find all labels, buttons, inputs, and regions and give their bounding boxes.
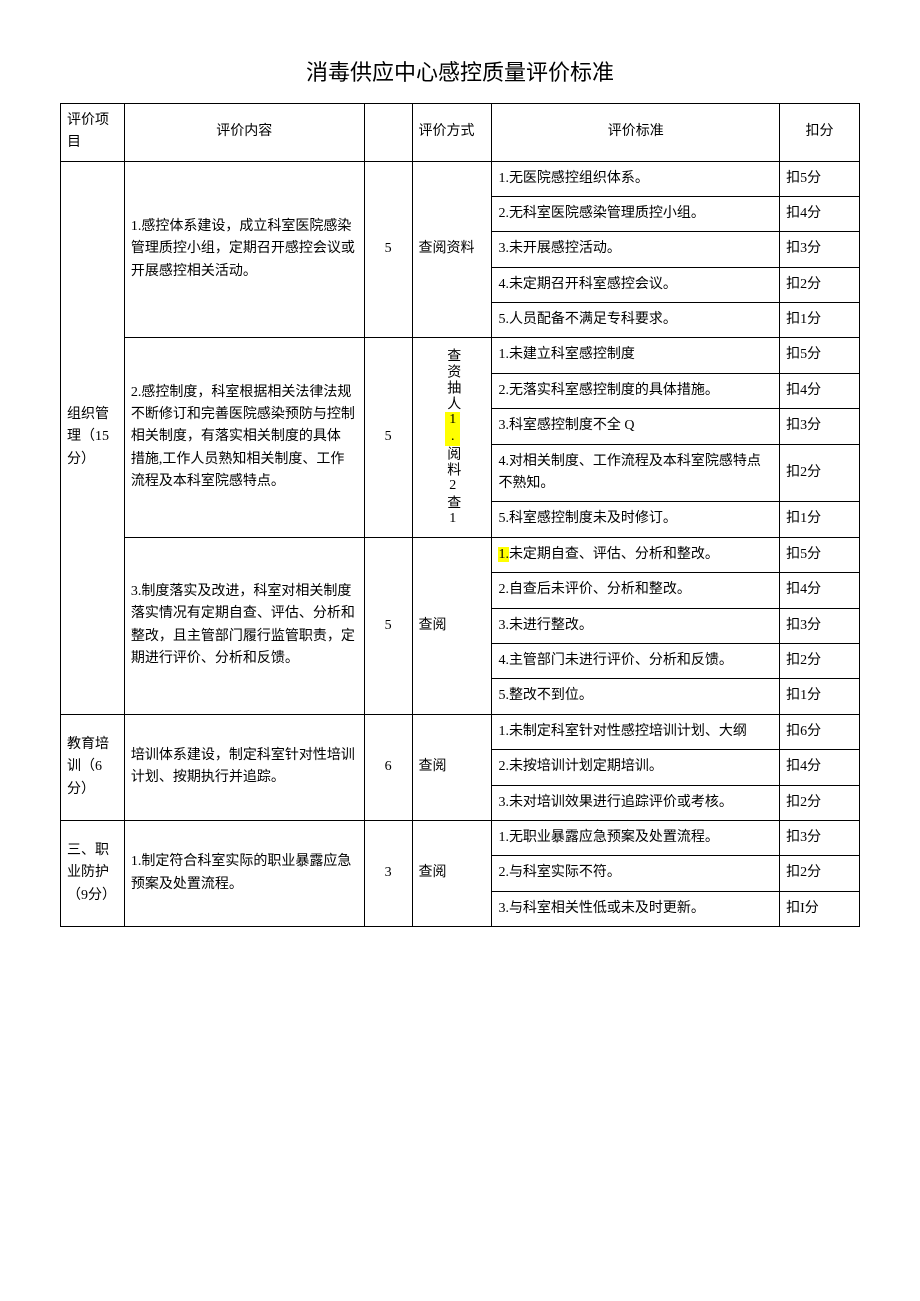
category-cell: 教育培训（6分） (61, 714, 125, 820)
deduction-cell: 扣3分 (780, 820, 860, 855)
standard-cell: 1.无职业暴露应急预案及处置流程。 (492, 820, 780, 855)
standard-cell: 3.与科室相关性低或未及时更新。 (492, 891, 780, 926)
deduction-cell: 扣4分 (780, 373, 860, 408)
content-cell: 2.感控制度，科室根据相关法律法规不断修订和完善医院感染预防与控制相关制度，有落… (124, 338, 364, 537)
table-row: 2.感控制度，科室根据相关法律法规不断修订和完善医院感染预防与控制相关制度，有落… (61, 338, 860, 373)
table-row: 3.制度落实及改进，科室对相关制度落实情况有定期自查、评估、分析和整改，且主管部… (61, 537, 860, 572)
deduction-cell: 扣5分 (780, 161, 860, 196)
table-header-row: 评价项目 评价内容 评价方式 评价标准 扣分 (61, 103, 860, 161)
evaluation-table: 评价项目 评价内容 评价方式 评价标准 扣分 组织管理（15分）1.感控体系建设… (60, 103, 860, 927)
standard-cell: 4.未定期召开科室感控会议。 (492, 267, 780, 302)
deduction-cell: 扣2分 (780, 856, 860, 891)
deduction-cell: 扣3分 (780, 232, 860, 267)
deduction-cell: 扣2分 (780, 643, 860, 678)
header-category: 评价项目 (61, 103, 125, 161)
header-points (364, 103, 412, 161)
standard-cell: 4.对相关制度、工作流程及本科室院感特点不熟知。 (492, 444, 780, 502)
standard-cell: 3.未进行整改。 (492, 608, 780, 643)
deduction-cell: 扣6分 (780, 714, 860, 749)
header-content: 评价内容 (124, 103, 364, 161)
standard-cell: 2.未按培训计划定期培训。 (492, 750, 780, 785)
deduction-cell: 扣5分 (780, 338, 860, 373)
header-standard: 评价标准 (492, 103, 780, 161)
method-cell: 查阅 (412, 714, 492, 820)
points-cell: 5 (364, 338, 412, 537)
points-cell: 5 (364, 537, 412, 714)
standard-cell: 4.主管部门未进行评价、分析和反馈。 (492, 643, 780, 678)
standard-cell: 2.与科室实际不符。 (492, 856, 780, 891)
deduction-cell: 扣2分 (780, 267, 860, 302)
standard-cell: 2.自查后未评价、分析和整改。 (492, 573, 780, 608)
category-cell: 组织管理（15分） (61, 161, 125, 714)
deduction-cell: 扣1分 (780, 502, 860, 537)
points-cell: 3 (364, 820, 412, 926)
standard-cell: 1.未建立科室感控制度 (492, 338, 780, 373)
header-method: 评价方式 (412, 103, 492, 161)
standard-cell: 5.整改不到位。 (492, 679, 780, 714)
deduction-cell: 扣4分 (780, 573, 860, 608)
category-cell: 三、职业防护（9分） (61, 820, 125, 926)
standard-cell: 3.科室感控制度不全 Q (492, 409, 780, 444)
deduction-cell: 扣2分 (780, 444, 860, 502)
deduction-cell: 扣1分 (780, 679, 860, 714)
deduction-cell: 扣1分 (780, 303, 860, 338)
content-cell: 1.制定符合科室实际的职业暴露应急预案及处置流程。 (124, 820, 364, 926)
standard-cell: 3.未开展感控活动。 (492, 232, 780, 267)
deduction-cell: 扣5分 (780, 537, 860, 572)
method-cell: 查阅资料 (412, 161, 492, 338)
standard-cell: 5.人员配备不满足专科要求。 (492, 303, 780, 338)
deduction-cell: 扣I分 (780, 891, 860, 926)
content-cell: 3.制度落实及改进，科室对相关制度落实情况有定期自查、评估、分析和整改，且主管部… (124, 537, 364, 714)
method-cell: 查资抽人1.阅料2查1 (412, 338, 492, 537)
standard-cell: 1.未制定科室针对性感控培训计划、大纲 (492, 714, 780, 749)
table-row: 三、职业防护（9分）1.制定符合科室实际的职业暴露应急预案及处置流程。3查阅1.… (61, 820, 860, 855)
points-cell: 5 (364, 161, 412, 338)
deduction-cell: 扣2分 (780, 785, 860, 820)
table-row: 组织管理（15分）1.感控体系建设，成立科室医院感染管理质控小组，定期召开感控会… (61, 161, 860, 196)
standard-cell: 3.未对培训效果进行追踪评价或考核。 (492, 785, 780, 820)
deduction-cell: 扣3分 (780, 409, 860, 444)
table-row: 教育培训（6分）培训体系建设，制定科室针对性培训计划、按期执行并追踪。6查阅1.… (61, 714, 860, 749)
header-deduction: 扣分 (780, 103, 860, 161)
standard-cell: 1.未定期自查、评估、分析和整改。 (492, 537, 780, 572)
method-cell: 查阅 (412, 537, 492, 714)
page-title: 消毒供应中心感控质量评价标准 (60, 55, 860, 87)
standard-cell: 2.无科室医院感染管理质控小组。 (492, 196, 780, 231)
deduction-cell: 扣4分 (780, 750, 860, 785)
standard-cell: 5.科室感控制度未及时修订。 (492, 502, 780, 537)
deduction-cell: 扣4分 (780, 196, 860, 231)
standard-cell: 2.无落实科室感控制度的具体措施。 (492, 373, 780, 408)
content-cell: 1.感控体系建设，成立科室医院感染管理质控小组，定期召开感控会议或开展感控相关活… (124, 161, 364, 338)
points-cell: 6 (364, 714, 412, 820)
method-cell: 查阅 (412, 820, 492, 926)
deduction-cell: 扣3分 (780, 608, 860, 643)
standard-cell: 1.无医院感控组织体系。 (492, 161, 780, 196)
content-cell: 培训体系建设，制定科室针对性培训计划、按期执行并追踪。 (124, 714, 364, 820)
